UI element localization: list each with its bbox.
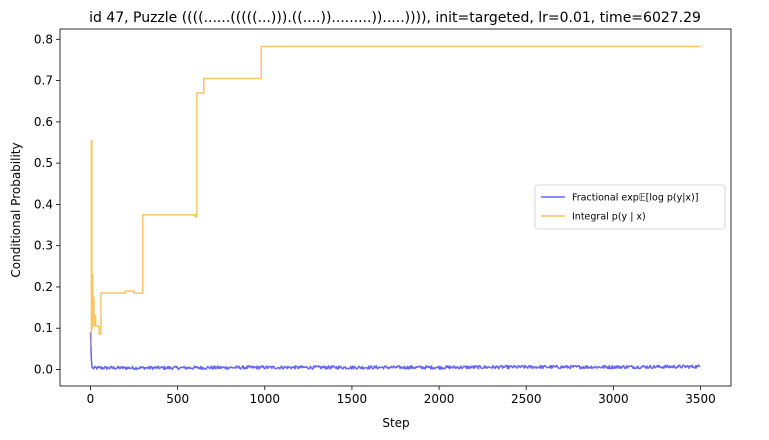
plot-area [59, 28, 732, 387]
legend: Fractional exp𝔼[log p(y|x)] Integral p(y … [534, 184, 726, 230]
legend-entry: Integral p(y | x) [572, 212, 646, 223]
y-tick-label: 0.5 [34, 156, 53, 170]
x-tick-label: 0 [87, 392, 95, 406]
chart-title: id 47, Puzzle ((((......(((((...))).((..… [89, 10, 701, 26]
y-tick-label: 0.2 [34, 280, 53, 294]
x-tick-label: 3000 [598, 392, 629, 406]
y-tick-label: 0.3 [34, 239, 53, 253]
x-tick-label: 2000 [424, 392, 455, 406]
legend-entry: Fractional exp𝔼[log p(y|x)] [572, 193, 698, 204]
y-tick-label: 0.7 [34, 74, 53, 88]
legend-box [534, 184, 726, 230]
y-tick-label: 0.8 [34, 32, 53, 46]
y-tick-label: 0.0 [34, 362, 53, 376]
y-tick-label: 0.1 [34, 321, 53, 335]
x-axis-label: Step [382, 416, 409, 430]
y-tick-label: 0.4 [34, 197, 53, 211]
y-tick-label: 0.6 [34, 115, 53, 129]
x-axis: 0 500 1000 1500 2000 2500 3000 3500 [87, 386, 716, 406]
x-tick-label: 2500 [511, 392, 542, 406]
x-tick-label: 1500 [337, 392, 368, 406]
x-tick-label: 3500 [685, 392, 716, 406]
y-axis-label: Conditional Probability [9, 142, 23, 277]
series-line-2 [90, 45, 701, 346]
plot-frame [59, 28, 732, 387]
x-tick-label: 500 [166, 392, 189, 406]
series-line-1 [89, 332, 701, 371]
x-tick-label: 1000 [250, 392, 281, 406]
y-axis: 0.0 0.1 0.2 0.3 0.4 0.5 0.6 0.7 0.8 [34, 32, 60, 376]
